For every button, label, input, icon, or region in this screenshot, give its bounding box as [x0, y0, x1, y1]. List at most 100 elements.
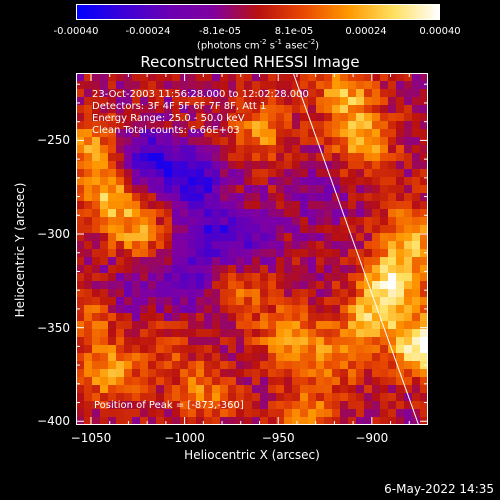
heatmap-cell	[116, 169, 125, 178]
heatmap-cell	[124, 73, 133, 82]
heatmap-cell	[100, 81, 109, 90]
heatmap-cell	[92, 409, 101, 418]
heatmap-cell	[212, 121, 221, 130]
heatmap-cell	[212, 257, 221, 266]
heatmap-cell	[156, 153, 165, 162]
heatmap-cell	[220, 361, 229, 370]
heatmap-cell	[92, 81, 101, 90]
heatmap-cell	[228, 97, 237, 106]
heatmap-cell	[92, 217, 101, 226]
heatmap-cell	[236, 97, 245, 106]
heatmap-cell	[180, 353, 189, 362]
heatmap-cell	[324, 345, 333, 354]
heatmap-cell	[252, 353, 261, 362]
heatmap-cell	[308, 97, 317, 106]
heatmap-cell	[284, 145, 293, 154]
heatmap-cell	[332, 353, 341, 362]
heatmap-cell	[324, 217, 333, 226]
heatmap-cell	[252, 105, 261, 114]
heatmap-cell	[348, 193, 357, 202]
heatmap-cell	[92, 385, 101, 394]
heatmap-cell	[148, 289, 157, 298]
heatmap-cell	[188, 361, 197, 370]
heatmap-cell	[116, 281, 125, 290]
heatmap-cell	[300, 169, 309, 178]
heatmap-cell	[348, 281, 357, 290]
heatmap-cell	[300, 129, 309, 138]
heatmap-cell	[188, 369, 197, 378]
heatmap-cell	[396, 353, 405, 362]
heatmap-cell	[348, 161, 357, 170]
heatmap-cell	[228, 217, 237, 226]
heatmap-cell	[292, 345, 301, 354]
heatmap-cell	[212, 217, 221, 226]
heatmap-cell	[252, 193, 261, 202]
heatmap-cell	[348, 73, 357, 82]
heatmap-cell	[276, 185, 285, 194]
heatmap-cell	[108, 97, 117, 106]
heatmap-cell	[372, 313, 381, 322]
heatmap-cell	[284, 417, 293, 425]
heatmap-cell	[300, 249, 309, 258]
heatmap-cell	[180, 153, 189, 162]
heatmap-cell	[236, 145, 245, 154]
heatmap-cell	[212, 377, 221, 386]
heatmap-cell	[84, 177, 93, 186]
heatmap-cell	[356, 161, 365, 170]
heatmap-cell	[172, 185, 181, 194]
heatmap-cell	[140, 185, 149, 194]
heatmap-cell	[132, 401, 141, 410]
heatmap-cell	[284, 193, 293, 202]
heatmap-cell	[284, 281, 293, 290]
heatmap-cell	[380, 153, 389, 162]
heatmap-cell	[388, 233, 397, 242]
heatmap-cell	[412, 257, 421, 266]
heatmap-cell	[84, 129, 93, 138]
heatmap-cell	[132, 177, 141, 186]
heatmap-cell	[228, 225, 237, 234]
heatmap-cell	[156, 89, 165, 98]
heatmap-cell	[244, 361, 253, 370]
heatmap-cell	[172, 153, 181, 162]
heatmap-cell	[132, 201, 141, 210]
heatmap-cell	[116, 81, 125, 90]
heatmap-cell	[324, 257, 333, 266]
heatmap-cell	[364, 177, 373, 186]
heatmap-cell	[308, 217, 317, 226]
heatmap-cell	[284, 153, 293, 162]
heatmap-cell	[364, 97, 373, 106]
heatmap-cell	[252, 241, 261, 250]
heatmap-cell	[332, 129, 341, 138]
heatmap-cell	[420, 337, 428, 346]
heatmap-cell	[236, 337, 245, 346]
heatmap-cell	[172, 233, 181, 242]
heatmap-cell	[212, 345, 221, 354]
heatmap-cell	[316, 209, 325, 218]
heatmap-cell	[172, 289, 181, 298]
heatmap-cell	[244, 297, 253, 306]
heatmap-cell	[396, 313, 405, 322]
heatmap-cell	[228, 257, 237, 266]
heatmap-cell	[284, 329, 293, 338]
heatmap-cell	[76, 289, 85, 298]
heatmap-cell	[340, 185, 349, 194]
heatmap-cell	[260, 249, 269, 258]
heatmap-cell	[124, 89, 133, 98]
heatmap-cell	[132, 337, 141, 346]
heatmap-cell	[148, 385, 157, 394]
heatmap-cell	[76, 345, 85, 354]
heatmap-cell	[164, 257, 173, 266]
heatmap-cell	[252, 233, 261, 242]
heatmap-cell	[420, 401, 428, 410]
heatmap-cell	[380, 273, 389, 282]
heatmap-cell	[396, 329, 405, 338]
heatmap-cell	[300, 393, 309, 402]
heatmap-cell	[92, 249, 101, 258]
heatmap-cell	[332, 417, 341, 425]
heatmap-cell	[300, 337, 309, 346]
heatmap-cell	[340, 137, 349, 146]
heatmap-cell	[124, 129, 133, 138]
heatmap-cell	[228, 361, 237, 370]
heatmap-cell	[100, 209, 109, 218]
heatmap-cell	[140, 201, 149, 210]
